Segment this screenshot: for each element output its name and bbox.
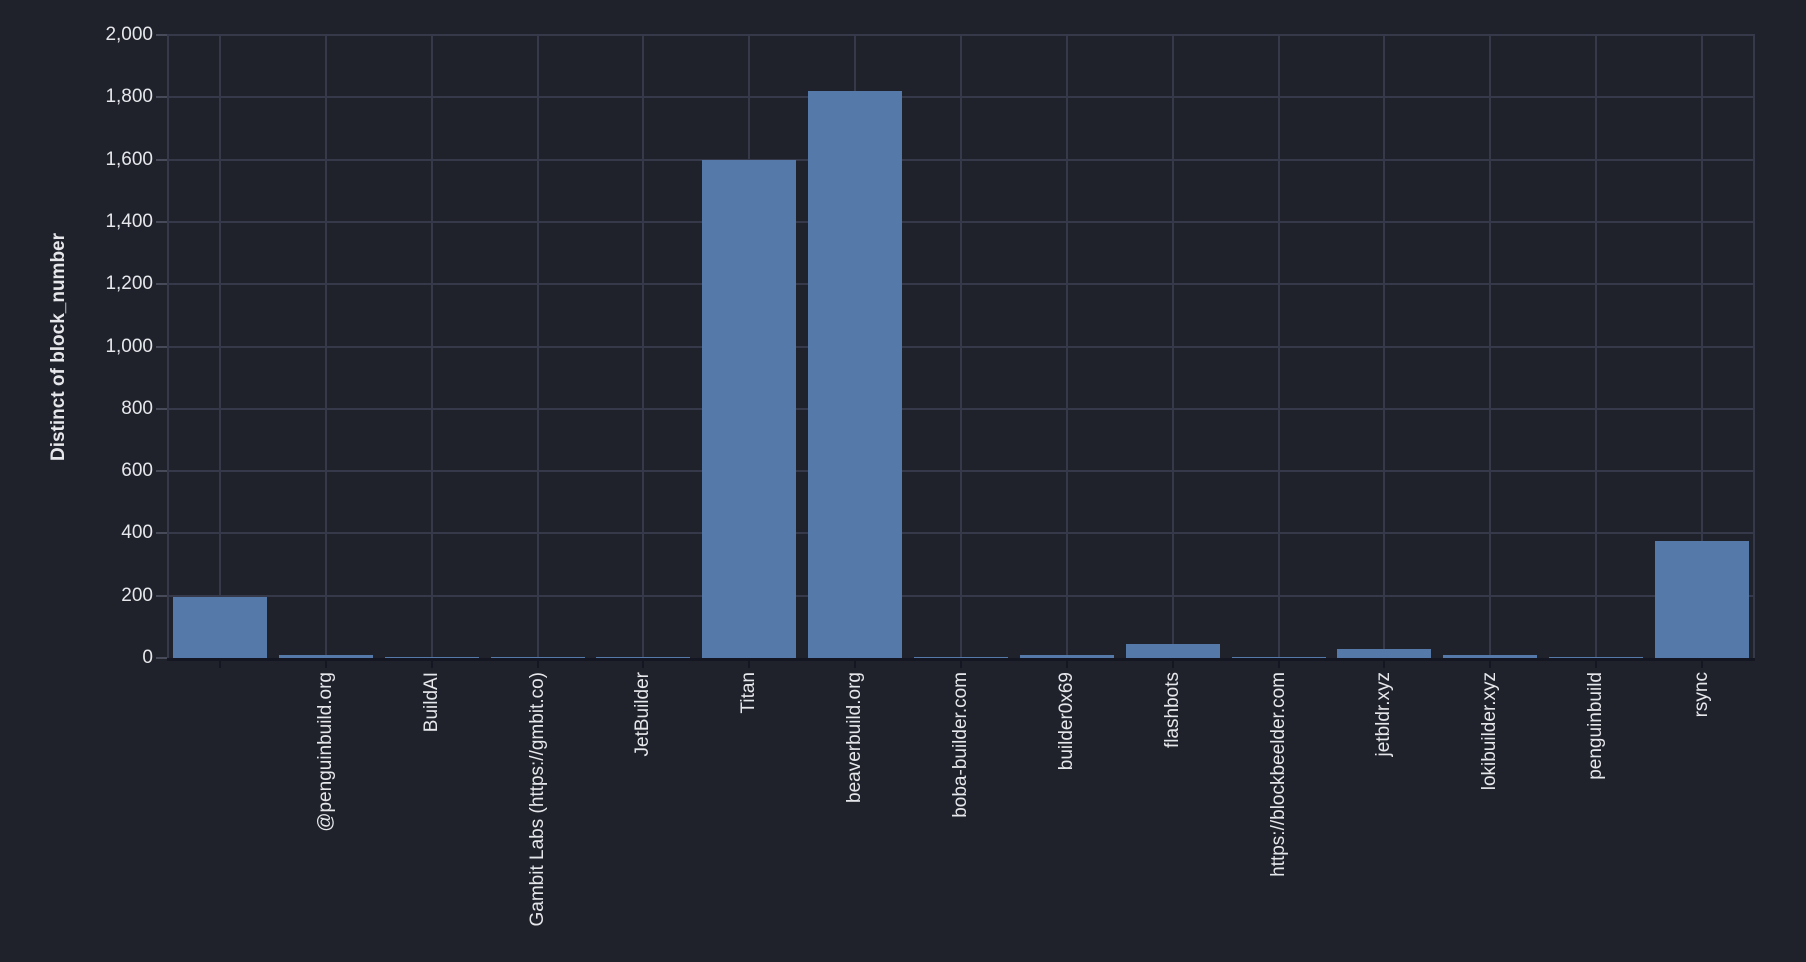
v-gridline <box>324 35 327 658</box>
x-tick-mark <box>1701 658 1704 668</box>
x-category-label: Titan <box>738 672 760 714</box>
y-tick-mark <box>156 283 167 286</box>
bar[interactable] <box>702 160 797 658</box>
bar[interactable] <box>172 597 267 658</box>
y-tick-label: 1,800 <box>105 86 153 108</box>
x-category-label: builder0x69 <box>1055 672 1077 771</box>
y-tick-label: 600 <box>121 460 153 482</box>
y-tick-mark <box>156 34 167 36</box>
y-tick-mark <box>156 345 167 348</box>
x-tick-mark <box>1277 658 1280 668</box>
v-gridline <box>1701 35 1704 658</box>
x-category-label: Gambit Labs (https://gmbit.co) <box>526 672 548 927</box>
v-gridline <box>218 35 221 658</box>
y-tick-label: 1,000 <box>105 335 153 357</box>
y-tick-label: 2,000 <box>105 24 153 45</box>
v-gridline <box>642 35 645 658</box>
bar[interactable] <box>1125 644 1220 658</box>
bar[interactable] <box>1019 655 1114 658</box>
x-tick-mark <box>536 658 539 668</box>
x-tick-mark <box>642 658 645 668</box>
v-gridline <box>430 35 433 658</box>
v-gridline <box>536 35 539 658</box>
y-tick-mark <box>156 532 167 535</box>
plot-border-left <box>167 35 169 658</box>
x-category-label: flashbots <box>1161 672 1183 749</box>
bar[interactable] <box>596 657 691 658</box>
x-tick-mark <box>960 658 962 668</box>
bar[interactable] <box>1443 655 1538 658</box>
x-tick-mark <box>324 658 327 668</box>
y-tick-mark <box>156 470 167 473</box>
y-tick-mark <box>156 407 167 410</box>
y-tick-label: 0 <box>142 647 153 668</box>
x-tick-mark <box>854 658 857 668</box>
bar[interactable] <box>278 655 373 658</box>
x-tick-mark <box>1171 658 1174 668</box>
y-tick-mark <box>156 594 167 597</box>
v-gridline <box>1383 35 1386 658</box>
v-gridline <box>1065 35 1068 658</box>
y-tick-label: 1,600 <box>105 148 153 170</box>
bar[interactable] <box>1337 649 1432 658</box>
y-tick-mark <box>156 96 167 99</box>
bar[interactable] <box>808 91 903 658</box>
v-gridline <box>1277 35 1280 658</box>
x-tick-mark <box>218 658 221 668</box>
y-tick-label: 200 <box>121 584 153 606</box>
bar[interactable] <box>1231 657 1326 658</box>
y-tick-label: 400 <box>121 522 153 544</box>
x-category-label: rsync <box>1691 672 1713 718</box>
plot-area <box>167 34 1755 658</box>
x-tick-mark <box>748 658 751 668</box>
bar[interactable] <box>914 657 1008 658</box>
y-tick-label: 1,400 <box>105 210 153 232</box>
x-category-label: lokibuilder.xyz <box>1479 672 1501 791</box>
bar[interactable] <box>1549 657 1644 658</box>
v-gridline <box>1595 35 1598 658</box>
x-category-label: JetBuilder <box>632 672 654 757</box>
bar[interactable] <box>1655 541 1750 658</box>
x-tick-mark <box>1489 658 1492 668</box>
v-gridline <box>1489 35 1492 658</box>
x-category-label: BuildAI <box>420 672 442 733</box>
bar[interactable] <box>490 657 585 658</box>
y-tick-mark <box>156 158 167 161</box>
v-gridline <box>960 35 962 658</box>
y-tick-mark <box>156 220 167 223</box>
x-category-label: boba-builder.com <box>950 672 971 818</box>
x-tick-mark <box>1383 658 1386 668</box>
bar[interactable] <box>384 657 479 658</box>
y-tick-label: 800 <box>121 397 153 419</box>
x-tick-mark <box>1595 658 1598 668</box>
x-category-label: jetbldr.xyz <box>1373 672 1395 757</box>
y-tick-mark <box>156 657 167 659</box>
x-tick-mark <box>1065 658 1068 668</box>
x-category-label: penguinbuild <box>1585 672 1607 780</box>
x-category-label: @penguinbuild.org <box>314 672 336 832</box>
y-tick-label: 1,200 <box>105 273 153 295</box>
plot-border-right <box>1753 35 1755 658</box>
x-category-label: beaverbuild.org <box>844 672 866 803</box>
v-gridline <box>1171 35 1174 658</box>
x-category-label: https://blockbeelder.com <box>1267 672 1289 877</box>
x-tick-mark <box>430 658 433 668</box>
